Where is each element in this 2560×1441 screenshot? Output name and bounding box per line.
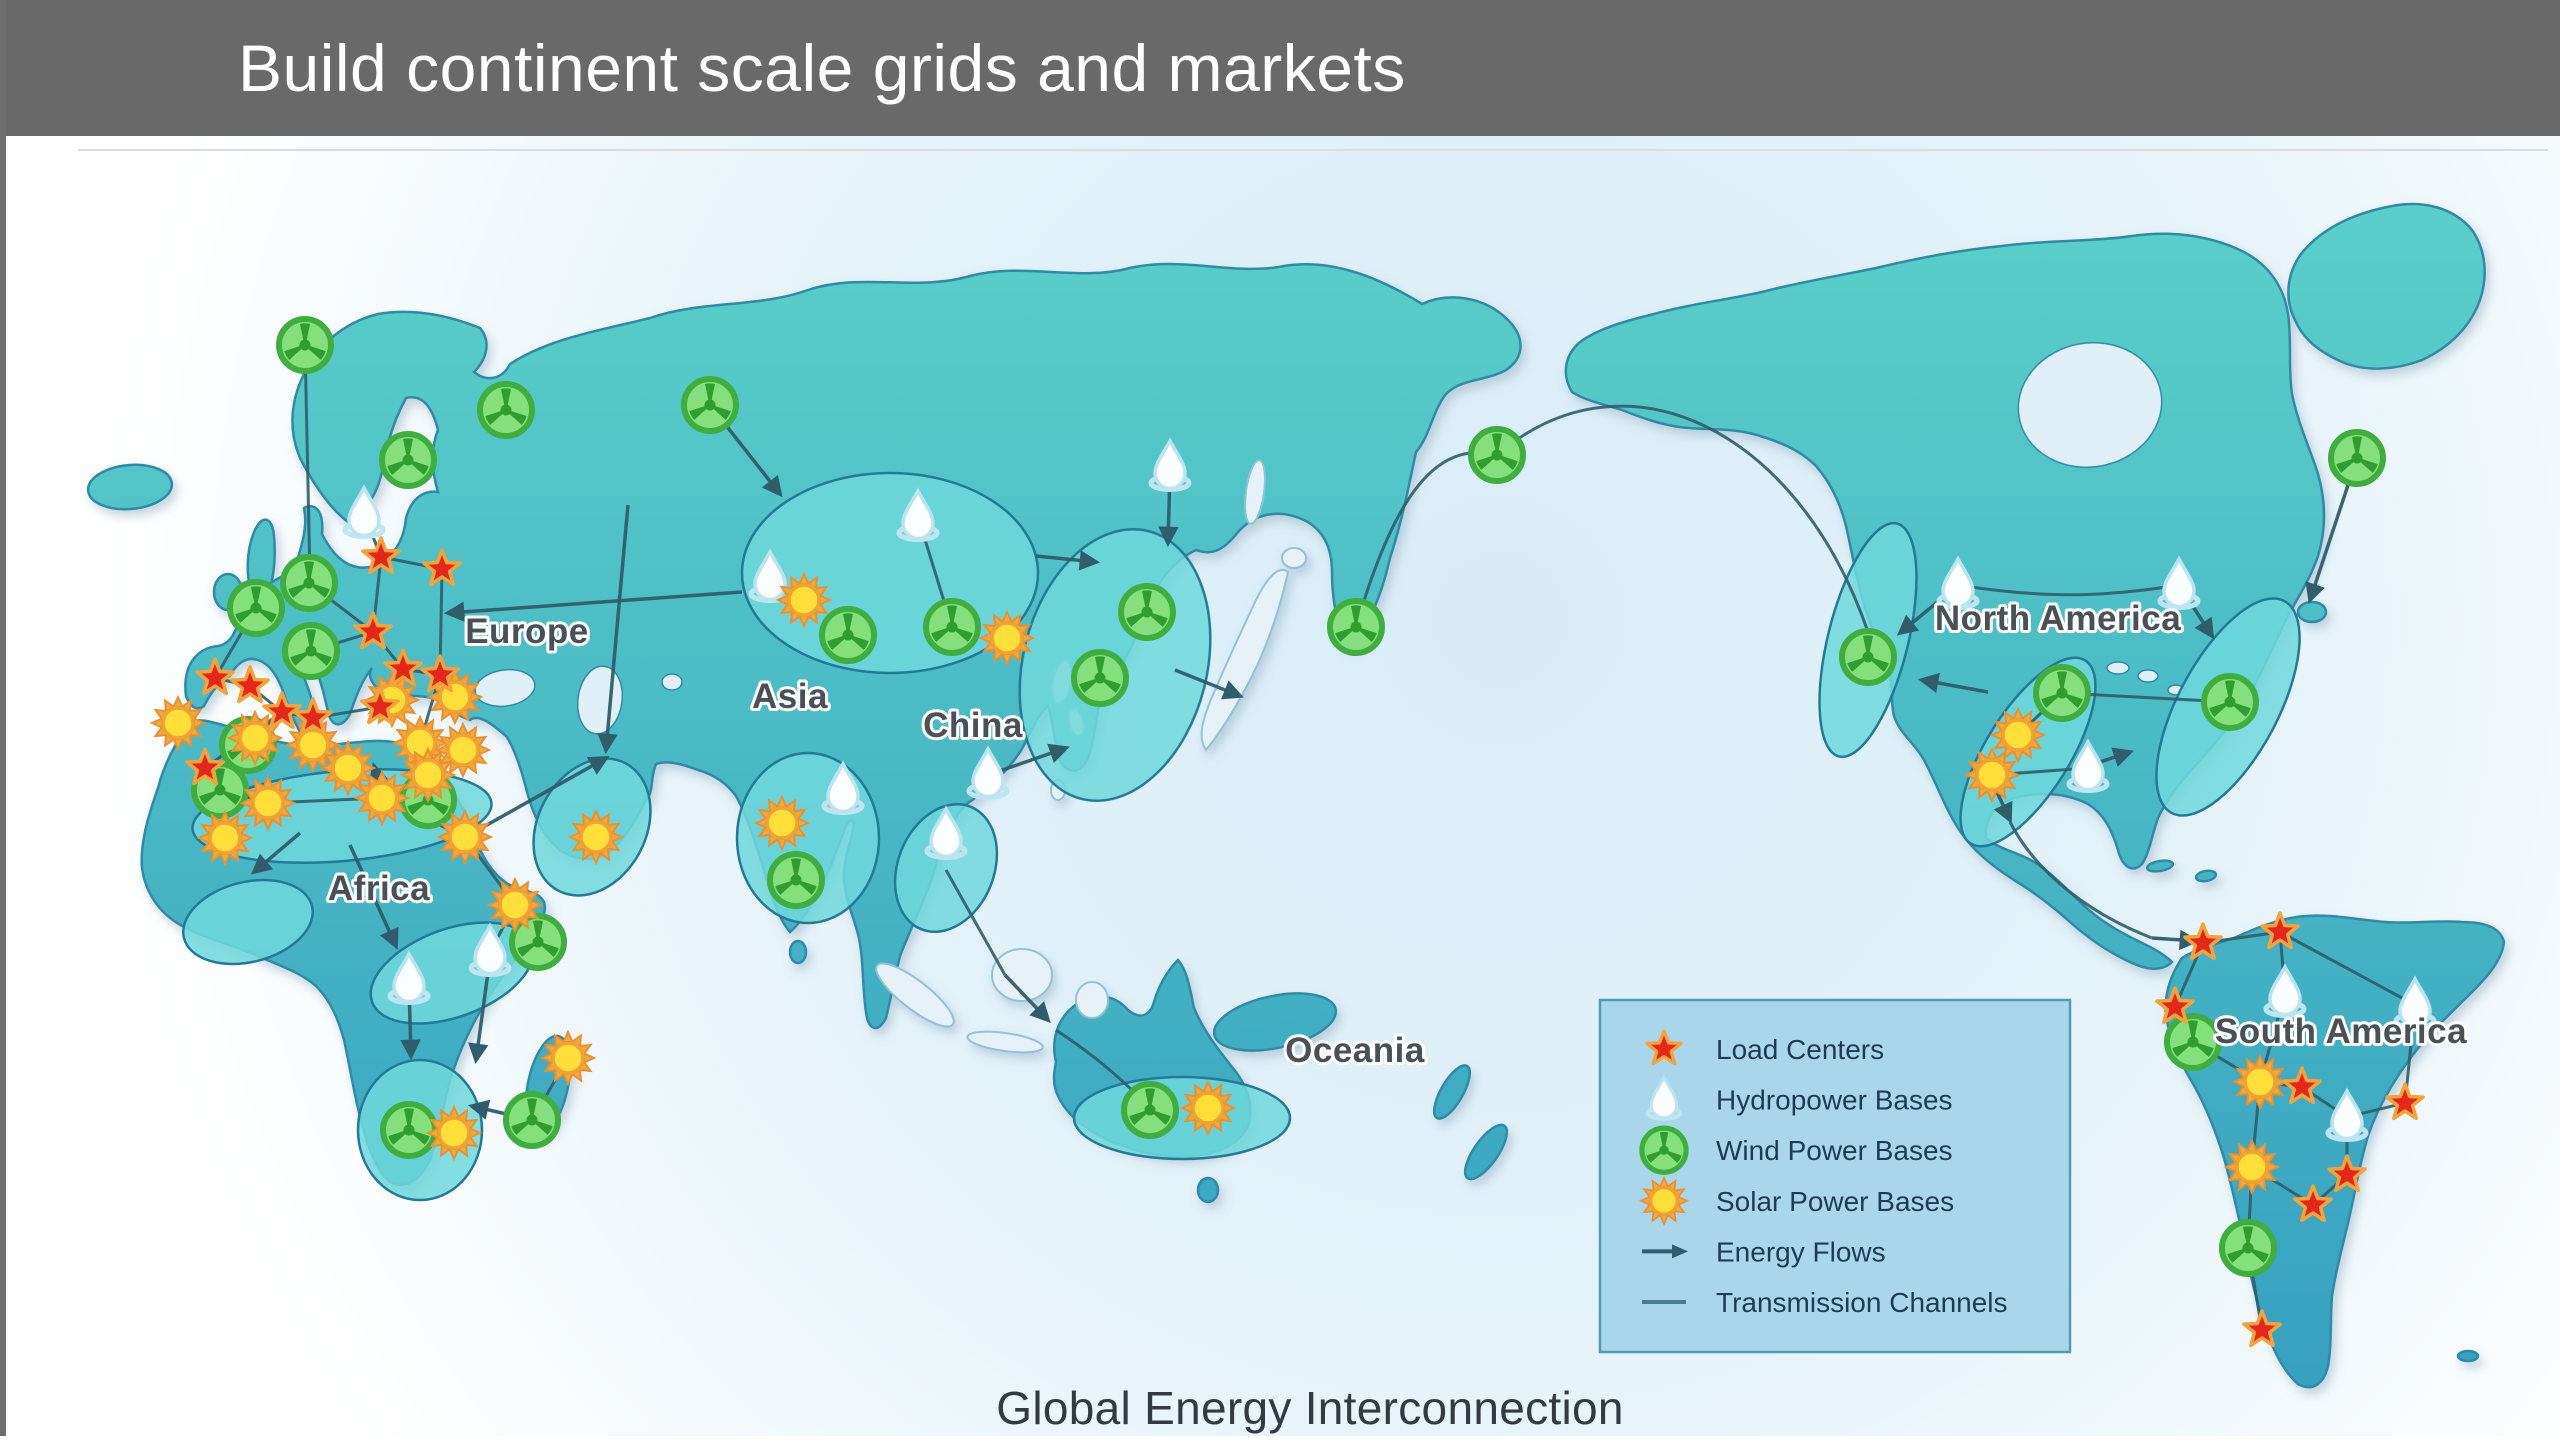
transmission-channel [2008,821,2153,940]
wind-power-base-icon [230,582,282,634]
transmission-channel [303,344,312,579]
region-label-north-america: North America [1935,599,2181,638]
energy-flow-arrow [250,831,302,875]
map-container: Europe Asia China Africa Oceania North Americ… [0,136,2560,1436]
title-bar: Build continent scale grids and markets [0,0,2560,136]
island-japan [1200,569,1290,752]
transmission-channel [944,869,1007,976]
wind-power-base-icon [1642,1128,1686,1172]
island-new-zealand-south [1463,1123,1509,1181]
island-newfoundland [2296,600,2328,624]
highlight-region-southeast-asia [893,802,999,934]
island-falklands [2456,1349,2480,1363]
legend-label: Wind Power Bases [1716,1135,1953,1166]
wind-power-base-icon [383,1104,435,1156]
wind-power-base-icon [382,434,434,486]
wind-power-base-icon [283,557,335,609]
island-new-zealand-north [1432,1064,1472,1120]
energy-flow-arrow [1003,973,1051,1023]
energy-flow-arrow [348,844,399,950]
region-label-africa: Africa [328,869,430,908]
region-label-south-america: South America [2215,1012,2467,1051]
island-hokkaido [1281,547,1307,569]
island-new-guinea [1212,992,1338,1052]
window-left-edge [0,0,6,1436]
wind-power-base-icon [1330,601,1382,653]
region-label-china: China [923,706,1023,745]
highlight-region-west-africa [181,878,315,966]
island-sumatra [875,962,955,1028]
wind-power-base-icon [285,625,337,677]
slide-divider-line [78,149,2548,151]
legend-box [1598,998,2072,1354]
legend: Load Centers Hydropower Bases Wind Power B… [1598,998,2072,1354]
wind-power-base-icon [684,379,736,431]
hudson-bay [2017,341,2163,469]
island-cuba [2145,859,2175,873]
wind-power-base-icon [279,319,331,371]
energy-flow-arrow [443,590,743,623]
inland-seas [474,341,2185,735]
landmass-greenland [2287,202,2486,370]
region-labels: Europe Asia China Africa Oceania North Americ… [325,596,2470,1073]
wind-power-base-icon [1124,1084,1176,1136]
legend-label: Load Centers [1716,1034,1884,1065]
energy-flow-arrow [1917,672,1989,694]
wind-power-base-icon [1842,631,1894,683]
legend-label: Transmission Channels [1716,1287,2008,1318]
map-caption: Global Energy Interconnection [996,1382,1624,1434]
legend-label: Hydropower Bases [1716,1085,1953,1116]
world-map: Europe Asia China Africa Oceania North Americ… [0,136,2560,1436]
energy-flow-arrow [477,755,610,832]
energy-flow-arrow [1035,550,1101,571]
great-lake-1 [2106,661,2130,675]
island-iceland [86,463,174,511]
wind-power-base-icon [1471,429,1523,481]
wind-power-base-icon [822,609,874,661]
wind-power-base-icon [2331,432,2383,484]
transmission-channel [1957,583,2180,597]
wind-power-base-icon [1074,652,1126,704]
region-label-asia: Asia [752,677,828,716]
transmission-channel [1496,404,1870,633]
wind-power-base-icon [2167,1016,2219,1068]
great-lake-2 [2137,669,2159,683]
wind-power-base-icon [512,916,564,968]
wind-power-base-icon [2036,667,2088,719]
energy-flow-arrow [1174,668,1244,700]
wind-power-base-icon [480,384,532,436]
wind-power-base-icon [770,854,822,906]
island-hispaniola [2194,869,2218,883]
black-sea [474,668,536,708]
energy-flow-arrow [597,504,630,755]
wind-power-base-icon [506,1094,558,1146]
legend-label: Solar Power Bases [1716,1186,1954,1217]
aral-sea [661,673,683,691]
island-borneo [991,948,1053,1002]
energy-flow-arrow [1993,789,2013,824]
highlight-region-australia [1072,1075,1292,1161]
wind-power-base-icon [2204,676,2256,728]
legend-label: Energy Flows [1716,1236,1886,1267]
island-java [966,1030,1044,1054]
island-sakhalin [1244,459,1266,525]
island-sri-lanka [788,939,808,965]
wind-power-base-icon [1121,586,1173,638]
transmission-channel [2279,930,2416,1007]
region-label-europe: Europe [465,612,589,651]
island-sulawesi [1075,981,1109,1019]
wind-power-base-icon [2222,1222,2274,1274]
slide-title: Build continent scale grids and markets [238,31,1406,105]
region-label-oceania: Oceania [1285,1031,1425,1070]
island-tasmania [1196,1176,1220,1204]
wind-power-base-icon [926,601,978,653]
